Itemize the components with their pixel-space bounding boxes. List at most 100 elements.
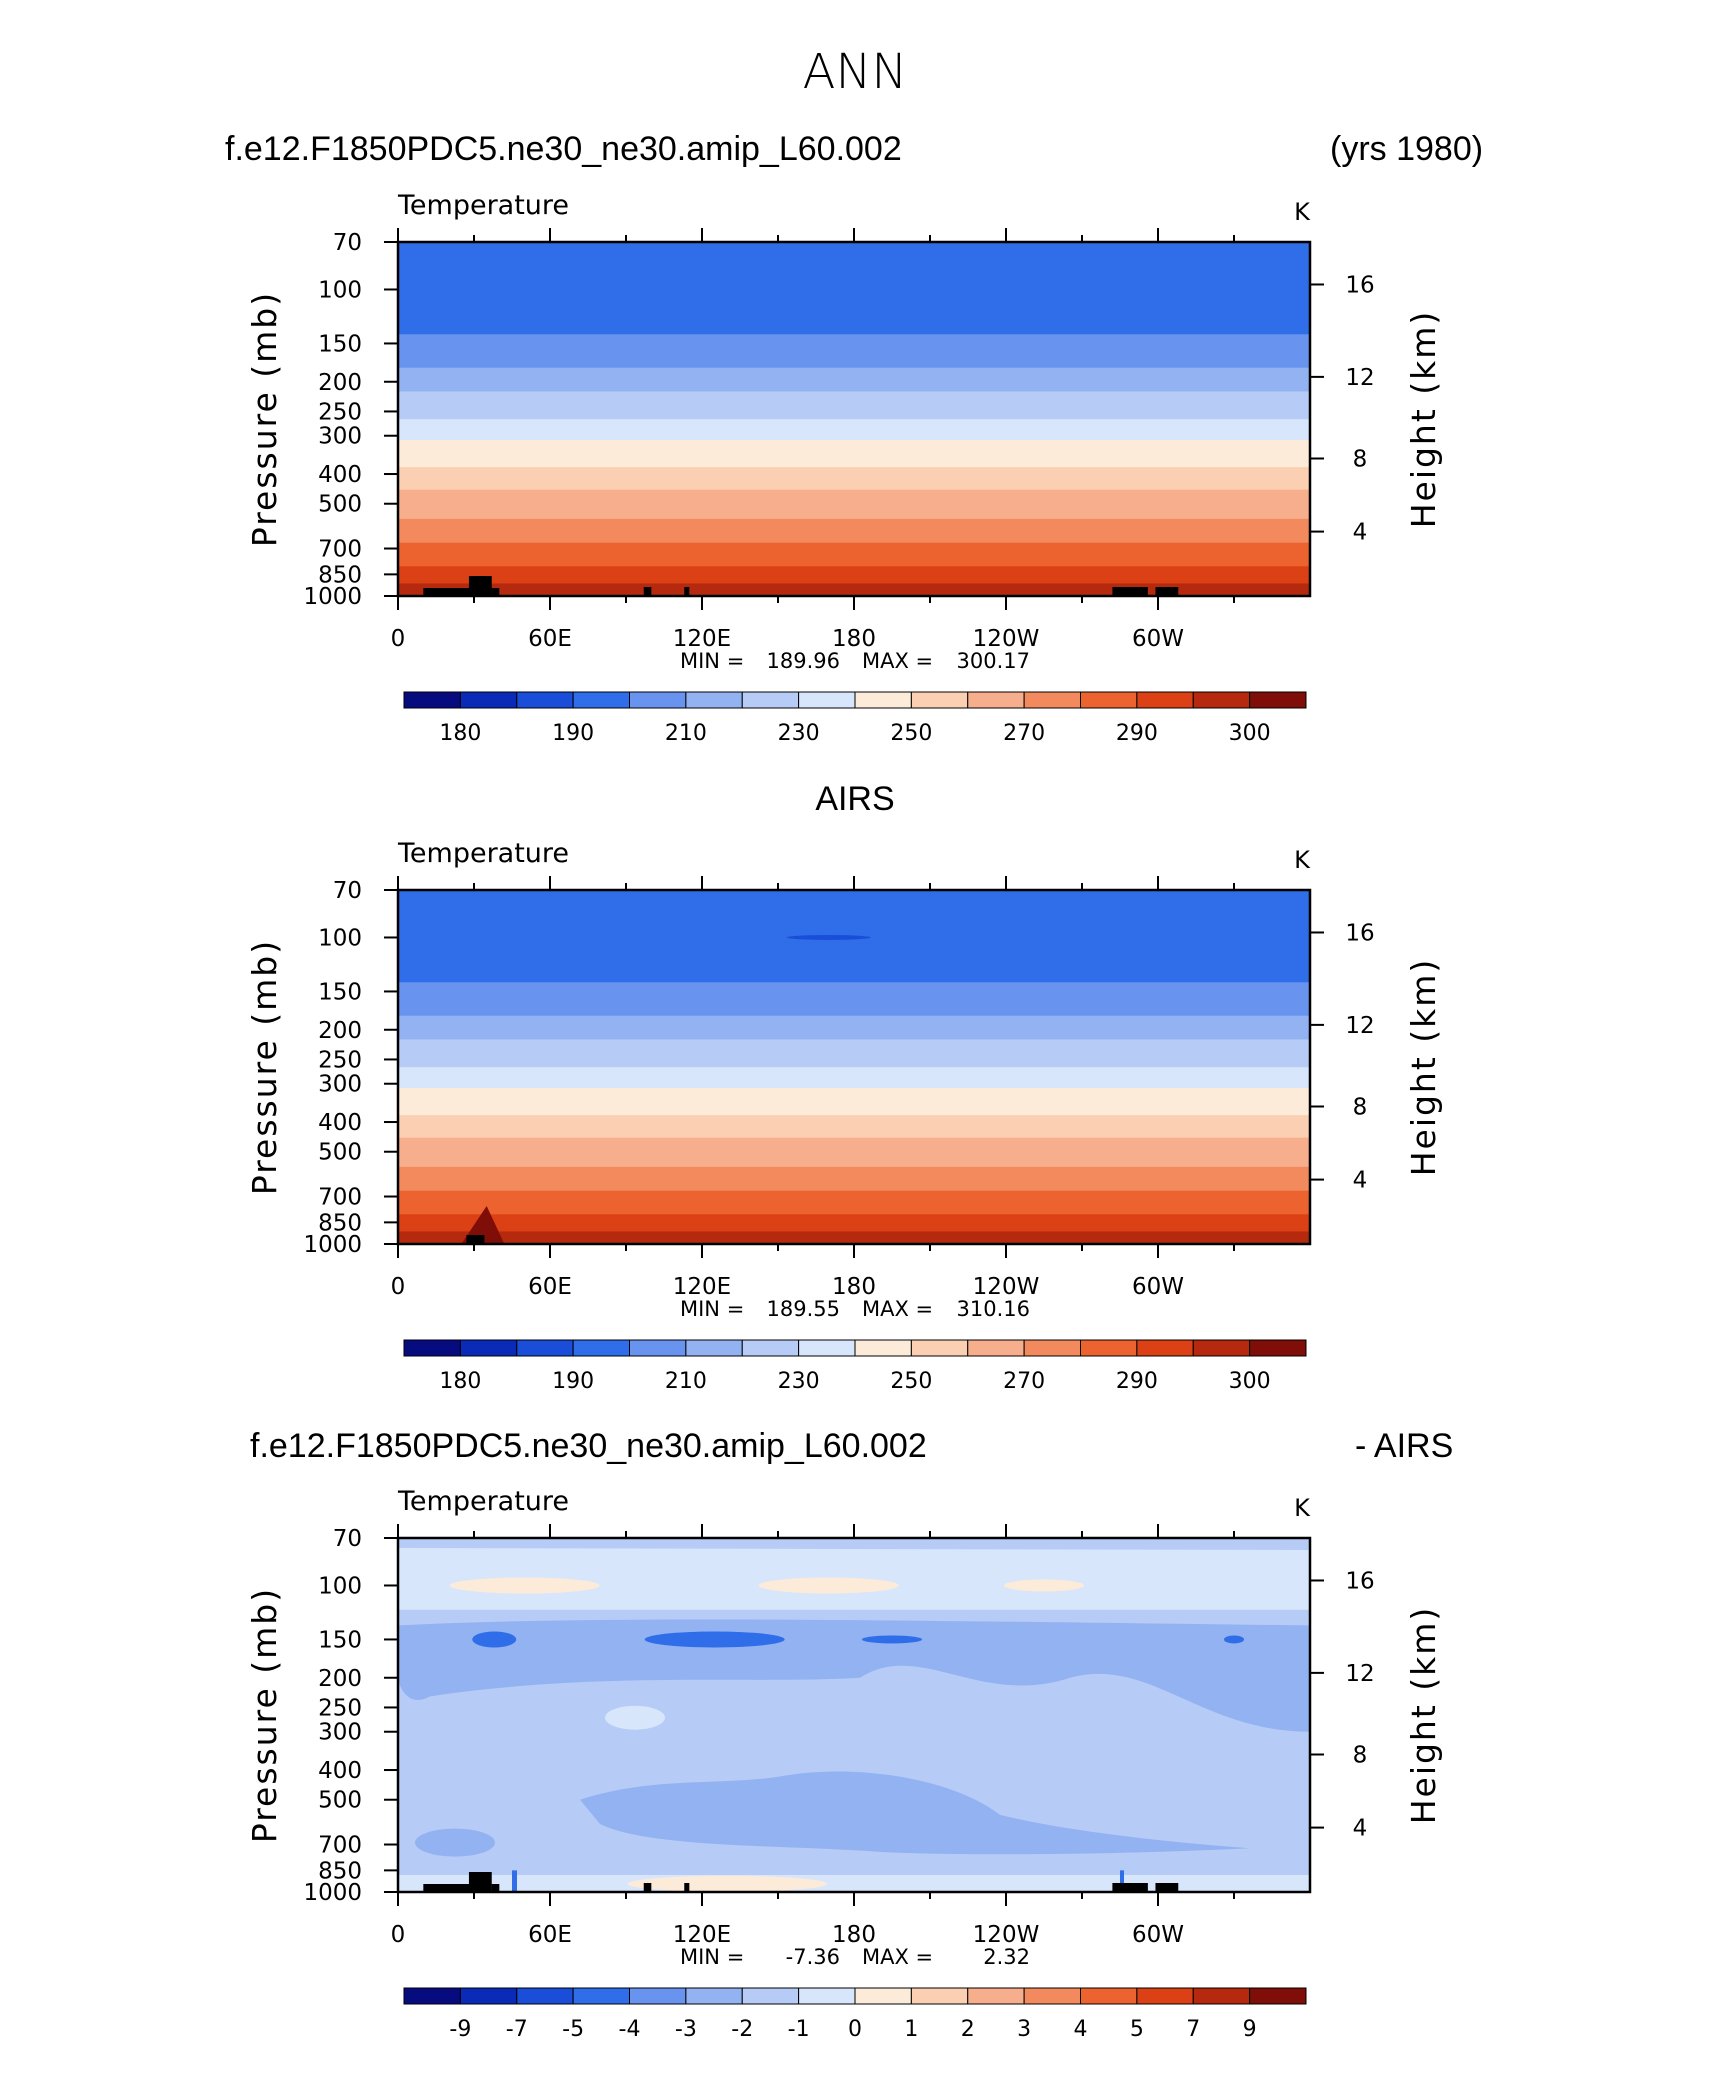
contour-field [398,1538,1310,1892]
colorbar-label: 9 [1243,2017,1257,2042]
x-tick-label: 120W [973,626,1040,652]
colorbar-label: 2 [961,2017,975,2042]
contour-band [398,1619,1310,1732]
colorbar-label: -9 [449,2017,471,2042]
colorbar-label: -2 [731,2017,753,2042]
topography-mask [1155,587,1179,596]
colorbar-label: -3 [675,2017,697,2042]
y-axis-title: Pressure (mb) [245,291,284,547]
y-tick-label: 200 [318,1666,362,1692]
topography-mask [1112,587,1148,596]
y-axis-title: Pressure (mb) [245,939,284,1195]
y-tick-label: 150 [318,331,362,357]
colorbar-label: 3 [1017,2017,1031,2042]
contour-field [398,890,1310,1244]
max-value: 310.16 [957,1297,1030,1321]
max-label: MAX = [862,649,933,673]
colorbar-swatch [629,691,687,709]
y-tick-label: 250 [318,399,362,425]
y-right-tick-label: 12 [1345,1013,1374,1039]
x-tick-label: 60W [1132,1274,1184,1300]
min-label: MIN = [680,1297,744,1321]
contour-band [398,1088,1310,1116]
x-tick-label: 120W [973,1922,1040,1948]
topography-mask [468,1872,492,1892]
colorbar-swatch [629,1339,687,1357]
x-tick-label: 120E [673,626,731,652]
colorbar-label: 250 [890,721,932,746]
colorbar-label: 300 [1229,721,1271,746]
colorbar-swatch [854,1339,912,1357]
contour-warm-spot [461,1206,505,1244]
x-tick-label: 120E [673,1922,731,1948]
contour-min [1224,1635,1244,1644]
y-tick-label: 300 [318,424,362,450]
contour-band [398,467,1310,491]
y-tick-label: 200 [318,370,362,396]
colorbar-label: 180 [439,721,481,746]
colorbar-swatch [910,691,969,709]
x-tick-label: 0 [391,1274,406,1300]
y-right-tick-label: 4 [1353,1168,1368,1194]
contour-band [398,566,1310,585]
y-tick-label: 150 [318,979,362,1005]
plot-units: K [1294,1494,1311,1522]
colorbar-label: 1 [904,2017,918,2042]
min-value: 189.96 [767,649,840,673]
colorbar-label: 210 [665,721,707,746]
colorbar-swatch [629,1987,687,2005]
x-tick-label: 180 [832,1922,876,1948]
contour-band [398,1115,1310,1139]
topography-mask [491,588,500,596]
contour-min [644,1631,785,1648]
colorbar-label: 290 [1116,1369,1158,1394]
contour-band [398,367,1310,392]
x-tick-label: 60E [528,1274,572,1300]
y-right-tick-label: 12 [1345,365,1374,391]
x-tick-label: 180 [832,1274,876,1300]
y-tick-label: 850 [318,562,362,588]
min-value: 189.55 [767,1297,840,1321]
y-tick-label: 200 [318,1018,362,1044]
colorbar-swatch [967,1339,1025,1357]
contour-positive [627,1875,828,1892]
colorbar-swatch [798,691,856,709]
colorbar-label: -1 [788,2017,810,2042]
colorbar-swatch [459,1339,518,1357]
colorbar-swatch [403,691,461,709]
panel3-case-label: f.e12.F1850PDC5.ne30_ne30.amip_L60.002 [250,1427,927,1465]
contour-band [398,1237,1310,1244]
colorbar-swatch [685,1987,743,2005]
colorbar-swatch [1192,1339,1251,1357]
y-tick-label: 700 [318,537,362,563]
colorbar-swatch [685,691,743,709]
colorbar-swatch [1136,1987,1194,2005]
colorbar-swatch [1080,1987,1138,2005]
topography-mask [466,1235,485,1244]
colorbar-swatch [1080,1339,1138,1357]
y-right-tick-label: 16 [1345,272,1374,298]
colorbar-swatch [741,691,800,709]
colorbar-swatch [798,1987,856,2005]
min-label: MIN = [680,1945,744,1969]
colorbar-label: 250 [890,1369,932,1394]
y-right-tick-label: 16 [1345,920,1374,946]
colorbar-swatch [910,1987,969,2005]
x-tick-label: 0 [391,626,406,652]
contour-band [398,982,1310,1017]
topography-mask [423,1884,492,1892]
contour-band [398,419,1310,441]
x-tick-label: 60W [1132,1922,1184,1948]
contour-cold-spot [786,934,871,940]
y-tick-label: 400 [318,1758,362,1784]
colorbar-swatch [685,1339,743,1357]
colorbar-label: 180 [439,1369,481,1394]
y-tick-label: 300 [318,1720,362,1746]
colorbar-label: 190 [552,1369,594,1394]
topography-mask [1112,1883,1148,1892]
topography-mask [643,587,652,596]
y-tick-label: 850 [318,1858,362,1884]
contour-band [398,489,1310,520]
contour-band [398,1538,1310,1610]
